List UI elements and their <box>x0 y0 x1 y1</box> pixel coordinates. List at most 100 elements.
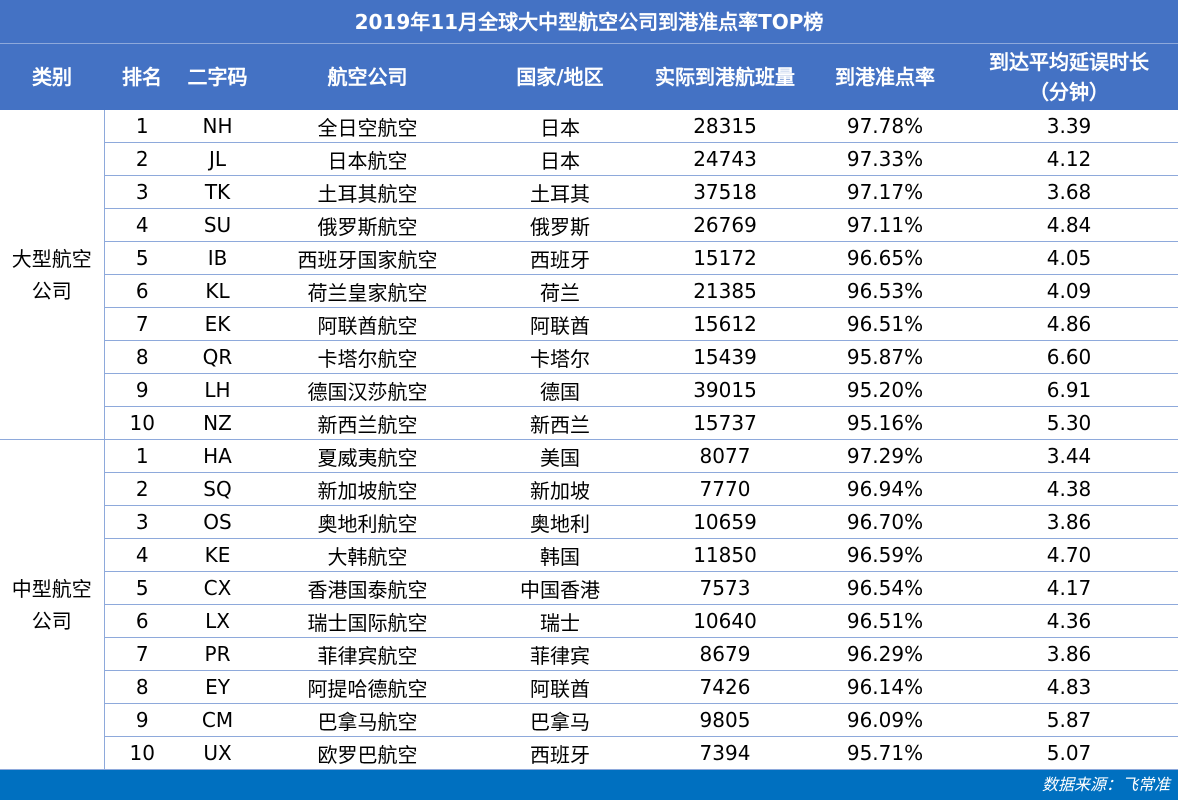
airline-cell: 菲律宾航空 <box>255 637 480 671</box>
table-row: 8 EY 阿提哈德航空 阿联酋 7426 96.14% 4.83 <box>0 670 1178 704</box>
table-row: 10 NZ 新西兰航空 新西兰 15737 95.16% 5.30 <box>0 406 1178 440</box>
code-cell: OS <box>180 505 255 539</box>
on-time-rate-cell: 95.71% <box>810 736 960 770</box>
code-cell: KE <box>180 538 255 572</box>
code-cell: HA <box>180 439 255 473</box>
airline-cell: 土耳其航空 <box>255 175 480 209</box>
code-cell: SU <box>180 208 255 242</box>
avg-delay-cell: 6.91 <box>960 373 1178 407</box>
flights-cell: 8679 <box>640 637 810 671</box>
table-row: 2 SQ 新加坡航空 新加坡 7770 96.94% 4.38 <box>0 472 1178 506</box>
rank-cell: 6 <box>104 604 180 638</box>
rank-cell: 2 <box>104 472 180 506</box>
avg-delay-cell: 5.87 <box>960 703 1178 737</box>
table-row: 9 CM 巴拿马航空 巴拿马 9805 96.09% 5.87 <box>0 703 1178 737</box>
avg-delay-cell: 4.86 <box>960 307 1178 341</box>
on-time-rate-cell: 96.29% <box>810 637 960 671</box>
on-time-rate-cell: 96.94% <box>810 472 960 506</box>
avg-delay-cell: 4.17 <box>960 571 1178 605</box>
on-time-rate-cell: 95.87% <box>810 340 960 374</box>
on-time-rate-cell: 97.33% <box>810 142 960 176</box>
on-time-rate-cell: 97.17% <box>810 175 960 209</box>
table-row: 10 UX 欧罗巴航空 西班牙 7394 95.71% 5.07 <box>0 736 1178 770</box>
code-cell: CM <box>180 703 255 737</box>
flights-cell: 11850 <box>640 538 810 572</box>
on-time-rate-cell: 95.16% <box>810 406 960 440</box>
table-row: 7 PR 菲律宾航空 菲律宾 8679 96.29% 3.86 <box>0 637 1178 671</box>
airline-cell: 夏威夷航空 <box>255 439 480 473</box>
on-time-rate-cell: 96.51% <box>810 604 960 638</box>
rank-cell: 6 <box>104 274 180 308</box>
flights-cell: 21385 <box>640 274 810 308</box>
airline-cell: 香港国泰航空 <box>255 571 480 605</box>
country-cell: 日本 <box>480 110 640 143</box>
on-time-rate-cell: 96.14% <box>810 670 960 704</box>
code-cell: QR <box>180 340 255 374</box>
data-source: 数据来源：飞常准 <box>0 770 1178 800</box>
country-cell: 巴拿马 <box>480 703 640 737</box>
country-cell: 俄罗斯 <box>480 208 640 242</box>
flights-cell: 15172 <box>640 241 810 275</box>
code-cell: LX <box>180 604 255 638</box>
airline-cell: 瑞士国际航空 <box>255 604 480 638</box>
country-cell: 阿联酋 <box>480 670 640 704</box>
category-cell: 中型航空 公司 <box>0 439 105 770</box>
rank-cell: 5 <box>104 241 180 275</box>
table-row: 5 IB 西班牙国家航空 西班牙 15172 96.65% 4.05 <box>0 241 1178 275</box>
header-rank: 排名 <box>104 44 180 110</box>
airline-cell: 阿提哈德航空 <box>255 670 480 704</box>
code-cell: UX <box>180 736 255 770</box>
airline-cell: 新西兰航空 <box>255 406 480 440</box>
airline-cell: 奥地利航空 <box>255 505 480 539</box>
flights-cell: 37518 <box>640 175 810 209</box>
country-cell: 瑞士 <box>480 604 640 638</box>
rank-cell: 5 <box>104 571 180 605</box>
airline-cell: 德国汉莎航空 <box>255 373 480 407</box>
country-cell: 土耳其 <box>480 175 640 209</box>
code-cell: IB <box>180 241 255 275</box>
country-cell: 西班牙 <box>480 736 640 770</box>
avg-delay-cell: 4.84 <box>960 208 1178 242</box>
airline-cell: 大韩航空 <box>255 538 480 572</box>
code-cell: EK <box>180 307 255 341</box>
country-cell: 阿联酋 <box>480 307 640 341</box>
table-row: 4 SU 俄罗斯航空 俄罗斯 26769 97.11% 4.84 <box>0 208 1178 242</box>
flights-cell: 26769 <box>640 208 810 242</box>
header-country: 国家/地区 <box>480 44 640 110</box>
airline-cell: 阿联酋航空 <box>255 307 480 341</box>
table-row: 3 OS 奥地利航空 奥地利 10659 96.70% 3.86 <box>0 505 1178 539</box>
flights-cell: 15737 <box>640 406 810 440</box>
country-cell: 卡塔尔 <box>480 340 640 374</box>
rank-cell: 1 <box>104 439 180 473</box>
airline-cell: 西班牙国家航空 <box>255 241 480 275</box>
airline-cell: 欧罗巴航空 <box>255 736 480 770</box>
ranking-table: 类别 排名 二字码 航空公司 国家/地区 实际到港航班量 到港准点率 到达平均延误时长 （分钟… <box>0 44 1178 770</box>
on-time-rate-cell: 96.70% <box>810 505 960 539</box>
table-row: 中型航空 公司 1 HA 夏威夷航空 美国 8077 97.29% 3.44 <box>0 439 1178 770</box>
rank-cell: 4 <box>104 538 180 572</box>
rank-cell: 1 <box>104 110 180 143</box>
on-time-rate-cell: 97.78% <box>810 110 960 143</box>
airline-cell: 卡塔尔航空 <box>255 340 480 374</box>
flights-cell: 7573 <box>640 571 810 605</box>
table-row: 6 LX 瑞士国际航空 瑞士 10640 96.51% 4.36 <box>0 604 1178 638</box>
country-cell: 美国 <box>480 439 640 473</box>
rank-cell: 8 <box>104 670 180 704</box>
country-cell: 日本 <box>480 142 640 176</box>
country-cell: 荷兰 <box>480 274 640 308</box>
code-cell: PR <box>180 637 255 671</box>
table-row: 3 TK 土耳其航空 土耳其 37518 97.17% 3.68 <box>0 175 1178 209</box>
rank-cell: 9 <box>104 703 180 737</box>
airline-cell: 俄罗斯航空 <box>255 208 480 242</box>
header-row: 类别 排名 二字码 航空公司 国家/地区 实际到港航班量 到港准点率 到达平均延误时长 （分钟… <box>0 44 1178 110</box>
country-cell: 新加坡 <box>480 472 640 506</box>
flights-cell: 24743 <box>640 142 810 176</box>
on-time-rate-cell: 96.65% <box>810 241 960 275</box>
header-flights: 实际到港航班量 <box>640 44 810 110</box>
airline-cell: 荷兰皇家航空 <box>255 274 480 308</box>
avg-delay-cell: 4.70 <box>960 538 1178 572</box>
avg-delay-cell: 3.68 <box>960 175 1178 209</box>
on-time-rate-cell: 96.53% <box>810 274 960 308</box>
country-cell: 德国 <box>480 373 640 407</box>
avg-delay-cell: 3.86 <box>960 637 1178 671</box>
